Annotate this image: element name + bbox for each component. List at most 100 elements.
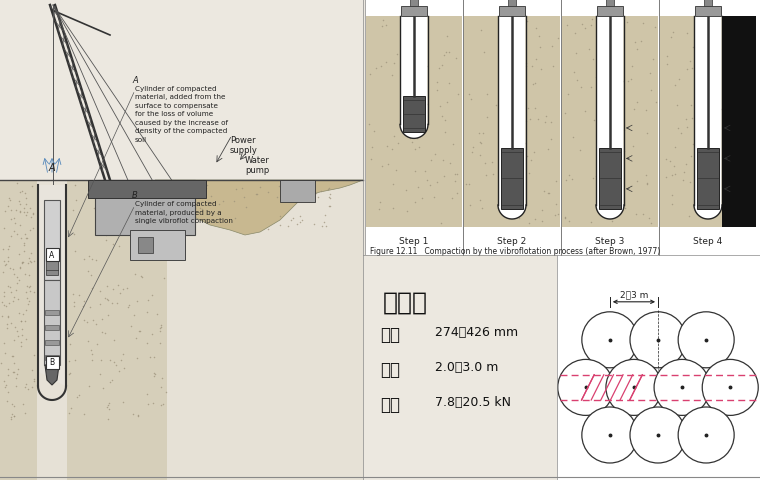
Point	[606, 60, 618, 68]
Point	[194, 204, 206, 212]
Point	[631, 178, 643, 185]
Point	[102, 297, 114, 305]
Point	[19, 190, 31, 197]
Point	[600, 117, 612, 125]
Point	[570, 50, 582, 58]
Point	[21, 211, 33, 219]
Point	[720, 150, 733, 158]
Point	[667, 192, 679, 199]
Point	[117, 350, 129, 358]
Point	[125, 198, 138, 206]
Point	[141, 309, 154, 316]
Point	[20, 380, 32, 388]
Point	[0, 260, 12, 268]
Point	[583, 46, 595, 53]
Point	[144, 227, 156, 234]
Point	[695, 23, 708, 31]
Point	[296, 217, 309, 225]
Point	[112, 243, 125, 251]
Point	[68, 231, 80, 239]
Point	[148, 354, 160, 361]
Point	[27, 376, 40, 384]
Text: A: A	[49, 250, 55, 259]
Point	[642, 215, 654, 222]
Point	[594, 48, 606, 56]
Point	[104, 379, 116, 386]
Polygon shape	[39, 186, 65, 386]
Point	[20, 335, 32, 343]
Point	[100, 230, 112, 238]
Point	[625, 76, 637, 84]
Point	[641, 130, 654, 137]
Point	[439, 117, 451, 125]
Point	[375, 163, 388, 170]
Point	[112, 282, 124, 289]
Bar	[280, 180, 315, 203]
Bar	[0, 180, 363, 480]
Point	[8, 412, 21, 420]
Point	[530, 56, 542, 64]
Point	[559, 215, 571, 222]
Point	[725, 192, 737, 199]
Point	[479, 159, 491, 167]
Point	[438, 173, 450, 181]
Point	[23, 272, 35, 279]
Point	[521, 18, 534, 26]
Point	[631, 46, 643, 54]
Point	[686, 153, 698, 161]
Point	[239, 204, 252, 211]
Point	[608, 77, 620, 85]
Point	[731, 201, 743, 209]
Point	[3, 194, 15, 202]
Point	[0, 378, 10, 385]
Point	[106, 377, 118, 384]
Point	[110, 229, 122, 237]
Point	[17, 240, 30, 247]
Point	[520, 118, 532, 126]
Point	[409, 85, 421, 93]
Point	[154, 327, 166, 335]
Point	[660, 156, 673, 164]
Point	[379, 59, 391, 67]
Point	[146, 292, 158, 300]
Point	[0, 383, 11, 391]
Point	[129, 240, 141, 247]
Point	[374, 199, 386, 207]
Point	[579, 25, 591, 33]
Point	[540, 113, 553, 121]
Point	[161, 219, 173, 227]
Point	[585, 219, 597, 227]
Point	[17, 241, 30, 249]
Point	[159, 194, 171, 202]
Point	[712, 78, 724, 85]
Point	[0, 349, 11, 357]
Point	[24, 213, 36, 221]
Point	[391, 50, 403, 58]
Point	[463, 91, 475, 99]
Point	[6, 400, 18, 408]
Point	[261, 189, 274, 197]
Point	[27, 211, 39, 218]
Point	[424, 182, 436, 190]
Point	[111, 192, 123, 199]
Point	[511, 194, 524, 202]
Text: A: A	[49, 163, 55, 173]
Point	[146, 195, 158, 203]
Text: 外径: 外径	[380, 325, 400, 343]
Point	[187, 194, 199, 202]
Point	[144, 354, 157, 361]
Point	[106, 300, 118, 307]
Point	[387, 205, 399, 213]
Point	[131, 354, 144, 362]
Point	[1, 325, 13, 333]
Point	[438, 52, 450, 60]
Point	[179, 220, 191, 228]
Point	[19, 384, 31, 391]
Point	[420, 168, 432, 176]
Point	[474, 140, 486, 147]
Point	[524, 116, 537, 123]
Point	[113, 289, 125, 297]
Point	[63, 409, 75, 417]
Point	[8, 215, 20, 222]
Point	[465, 96, 477, 104]
